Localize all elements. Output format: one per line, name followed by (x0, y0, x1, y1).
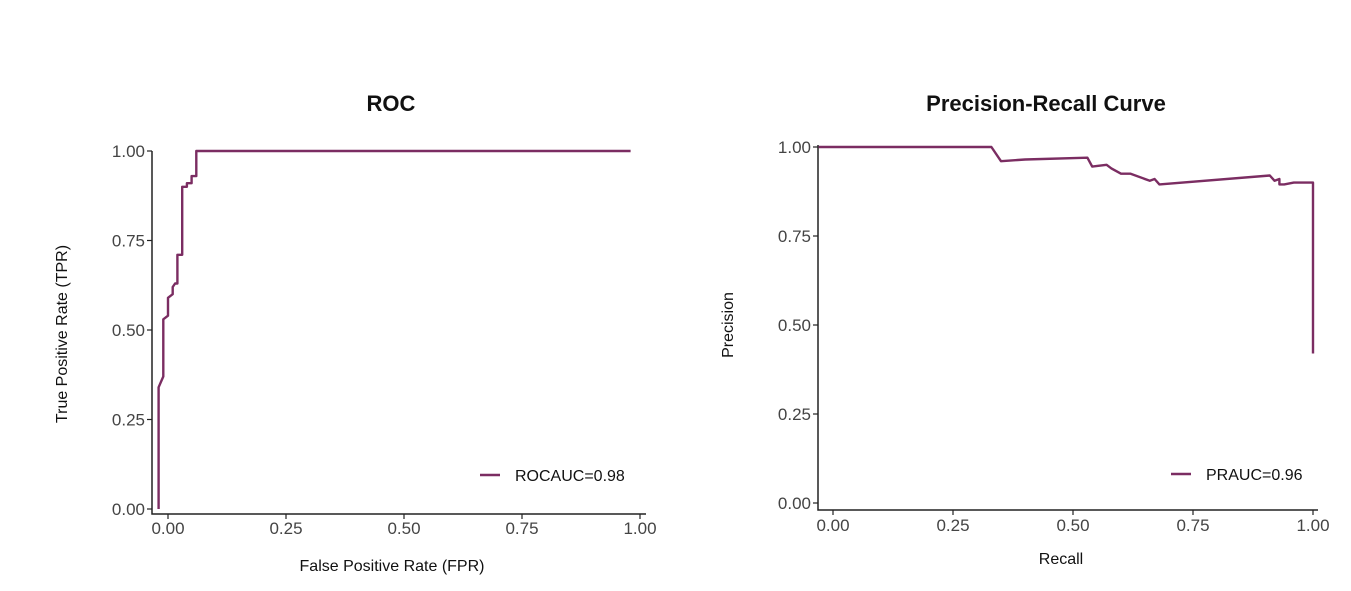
x-tick-label: 0.75 (1176, 516, 1209, 535)
curve-line (818, 145, 1315, 354)
x-axis-title: Recall (1039, 551, 1083, 568)
legend-label: PRAUC=0.96 (1206, 467, 1303, 484)
legend-label: ROCAUC=0.98 (515, 468, 625, 485)
x-tick-label: 0.75 (505, 519, 538, 538)
y-tick-label: 0.50 (112, 321, 145, 340)
y-tick-label: 0.25 (112, 411, 145, 430)
y-axis-title: True Positive Rate (TPR) (54, 245, 71, 423)
chart-title: ROC (367, 91, 416, 116)
axis-lines (817, 145, 1318, 511)
y-tick-label: 0.75 (112, 232, 145, 251)
y-tick-label: 1.00 (778, 138, 811, 157)
axis-lines (151, 151, 646, 515)
x-tick-label: 0.50 (387, 519, 420, 538)
y-tick-label: 0.75 (778, 227, 811, 246)
pr-chart: Precision-Recall Curve Recall Precision … (720, 91, 1330, 568)
y-tick-label: 0.50 (778, 316, 811, 335)
x-tick-label: 0.50 (1056, 516, 1089, 535)
chart-title: Precision-Recall Curve (926, 91, 1166, 116)
roc-chart: ROC False Positive Rate (FPR) True Posit… (54, 91, 657, 575)
tick-group: 0.00 0.25 0.50 0.75 1.00 0.00 0.25 0.50 0.75 1.00 (112, 142, 657, 538)
y-tick-label: 1.00 (112, 142, 145, 161)
y-tick-label: 0.00 (778, 494, 811, 513)
x-tick-label: 0.25 (269, 519, 302, 538)
y-tick-label: 0.25 (778, 405, 811, 424)
curve-line (157, 149, 631, 509)
y-tick-label: 0.00 (112, 500, 145, 519)
x-tick-label: 0.00 (816, 516, 849, 535)
x-tick-label: 1.00 (623, 519, 656, 538)
x-axis-title: False Positive Rate (FPR) (300, 558, 485, 575)
x-tick-label: 0.00 (151, 519, 184, 538)
y-axis-title: Precision (720, 292, 737, 358)
x-tick-label: 0.25 (936, 516, 969, 535)
tick-group: 0.00 0.25 0.50 0.75 1.00 0.00 0.25 0.50 0.75 1.00 (778, 138, 1330, 535)
x-tick-label: 1.00 (1296, 516, 1329, 535)
